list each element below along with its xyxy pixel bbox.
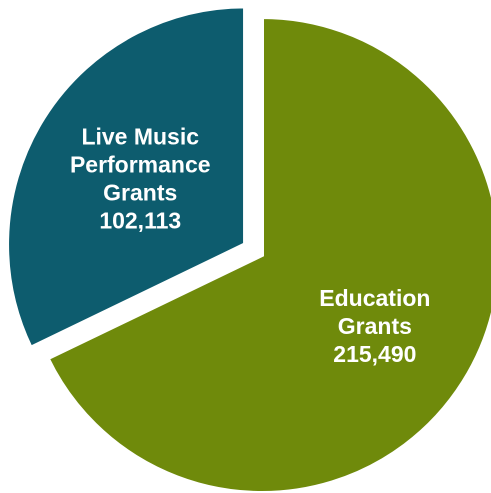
slice-category-label: Grants bbox=[103, 180, 177, 206]
slice-category-label: Live Music bbox=[81, 124, 199, 150]
pie-slice-label-1: Live Music Performance Grants 102,113 bbox=[70, 124, 211, 234]
slice-category-label: Education bbox=[319, 285, 430, 311]
pie-slice-1 bbox=[5, 4, 248, 351]
slice-category-label: Grants bbox=[338, 313, 412, 339]
slice-value-label: 215,490 bbox=[333, 341, 416, 367]
pie-slice-0 bbox=[44, 14, 491, 493]
pie-slice-label-0: Education Grants 215,490 bbox=[319, 285, 430, 367]
pie-slices bbox=[5, 4, 491, 493]
slice-category-label: Performance bbox=[70, 152, 211, 178]
slice-value-label: 102,113 bbox=[99, 208, 181, 234]
